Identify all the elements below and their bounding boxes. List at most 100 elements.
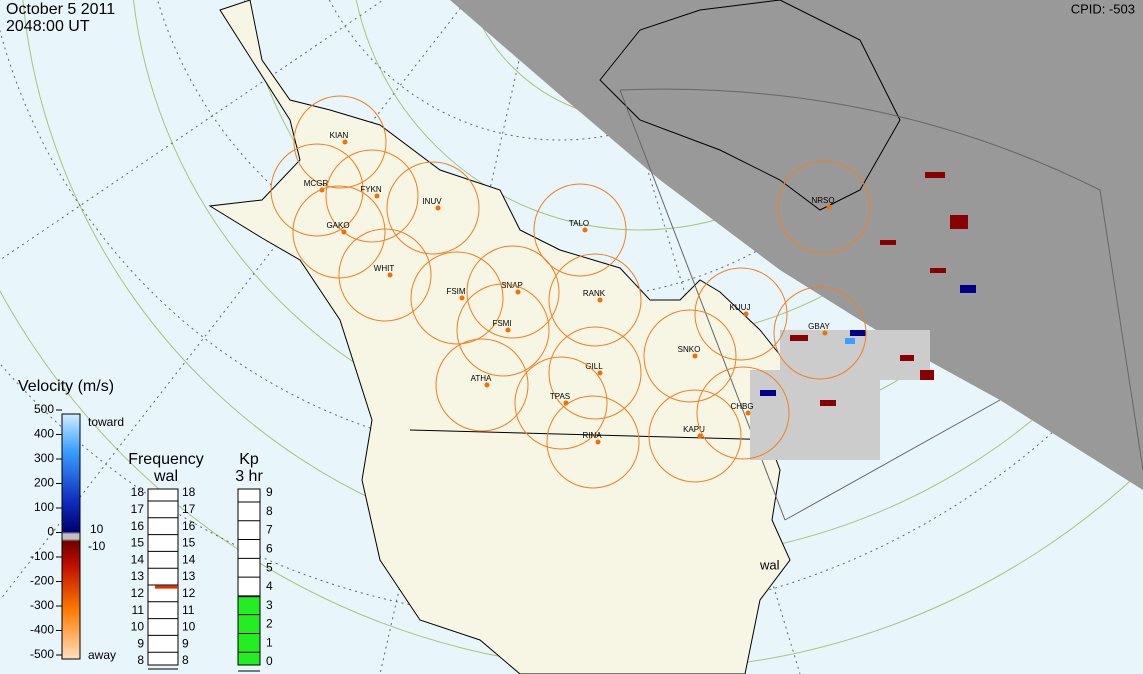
frequency-tick-label: 14	[182, 552, 196, 566]
velocity-tick-label: -400	[30, 623, 54, 637]
station-range	[270, 143, 364, 237]
station-label: CHBG	[730, 402, 753, 411]
station-label: FSIM	[446, 287, 465, 296]
station-label: RANK	[583, 289, 606, 298]
kp-tick-label: 8	[266, 504, 273, 518]
station-dot	[692, 353, 698, 359]
station-dot	[826, 204, 832, 210]
station-label: FSMI	[492, 319, 511, 328]
station-label: RINA	[582, 431, 602, 440]
station-label: SNAP	[501, 281, 523, 290]
velocity-tick-label: 0	[47, 525, 54, 539]
station-range	[533, 183, 627, 277]
zero-label: 10	[90, 522, 104, 536]
station-dot	[459, 295, 465, 301]
station-label: MCGR	[304, 179, 329, 188]
station-range	[338, 228, 432, 322]
frequency-tick-label: 8	[182, 653, 189, 667]
station-label: INUV	[422, 197, 442, 206]
frequency-tick-label: 11	[132, 603, 145, 617]
station-dot	[595, 439, 601, 445]
station-range	[293, 95, 387, 189]
radar-cells	[750, 172, 976, 460]
kp-tick-label: 1	[266, 635, 273, 649]
velocity-tick-label: -500	[30, 647, 54, 661]
date: October 5 2011	[6, 1, 115, 18]
station-dot	[743, 311, 749, 317]
frequency-tick-label: 17	[131, 502, 145, 516]
station-range	[694, 267, 788, 361]
station-range	[410, 251, 504, 345]
station-range	[466, 245, 560, 339]
station-dot	[515, 289, 521, 295]
station-label: GBAY	[808, 322, 830, 331]
velocity-tick-label: 200	[34, 476, 54, 490]
station-dot	[597, 297, 603, 303]
station-dot	[484, 382, 490, 388]
kp-tick-label: 7	[266, 523, 273, 537]
station-dot	[435, 205, 441, 211]
frequency-tick-label: 16	[182, 519, 196, 533]
kp-tick-label: 3	[266, 598, 273, 612]
kp-tick-label: 4	[266, 579, 273, 593]
toward-label: toward	[88, 415, 124, 429]
station-label: TALO	[569, 219, 589, 228]
station-range	[435, 338, 529, 432]
frequency-tick-label: 13	[182, 569, 196, 583]
velocity-colorbar	[61, 413, 81, 660]
station-label: GAKO	[326, 221, 349, 230]
station-range	[514, 356, 608, 450]
station-dot	[745, 410, 751, 416]
frequency-tick-label: 11	[182, 603, 195, 617]
cpid: CPID: -503	[1071, 1, 1135, 16]
station-range	[546, 395, 640, 489]
station-label: KIAN	[330, 131, 349, 140]
kp-tick-label: 6	[266, 542, 273, 556]
frequency-tick-label: 18	[131, 485, 145, 499]
frequency-box	[147, 488, 179, 666]
station-label: NRSQ	[811, 196, 834, 205]
station-dot	[597, 370, 603, 376]
station-dot	[822, 330, 828, 336]
velocity-tick-label: 300	[34, 451, 54, 465]
kp-tick-label: 2	[266, 617, 273, 631]
station-label: FYKN	[360, 185, 382, 194]
kp-subtitle: 3 hr	[235, 468, 263, 485]
station-dot	[697, 433, 703, 439]
station-dot	[374, 193, 380, 199]
zero-label: -10	[88, 539, 106, 553]
station-label: KAPU	[683, 425, 705, 434]
time: 2048:00 UT	[6, 18, 90, 35]
station-label: WHIT	[374, 264, 395, 273]
kp-bar	[237, 596, 261, 666]
station-range	[386, 161, 480, 255]
velocity-title: Velocity (m/s)	[18, 378, 114, 395]
station-range	[648, 389, 742, 483]
station-range	[456, 283, 550, 377]
frequency-subtitle: wal	[153, 468, 178, 485]
velocity-tick-label: -200	[30, 574, 54, 588]
station-range	[777, 160, 871, 254]
station-range	[325, 149, 419, 243]
station-dot	[342, 139, 348, 145]
station-label: TPAS	[550, 392, 570, 401]
night-region	[450, 0, 1143, 490]
velocity-tick-label: 400	[34, 427, 54, 441]
station-range	[696, 366, 790, 460]
kp-title: Kp	[239, 451, 259, 468]
frequency-tick-label: 10	[131, 620, 145, 634]
station-range	[643, 309, 737, 403]
velocity-tick-label: -300	[30, 598, 54, 612]
station-dot	[341, 229, 347, 235]
away-label: away	[88, 648, 116, 662]
kp-tick-label: 9	[266, 485, 273, 499]
station-label: KUUJ	[730, 303, 751, 312]
frequency-tick-label: 18	[182, 485, 196, 499]
station-label: SNKO	[678, 345, 701, 354]
frequency-tick-label: 9	[182, 636, 189, 650]
radar-label: wal	[759, 557, 780, 572]
kp-tick-label: 0	[266, 654, 273, 668]
station-label: GILL	[585, 362, 603, 371]
frequency-title: Frequency	[128, 451, 204, 468]
